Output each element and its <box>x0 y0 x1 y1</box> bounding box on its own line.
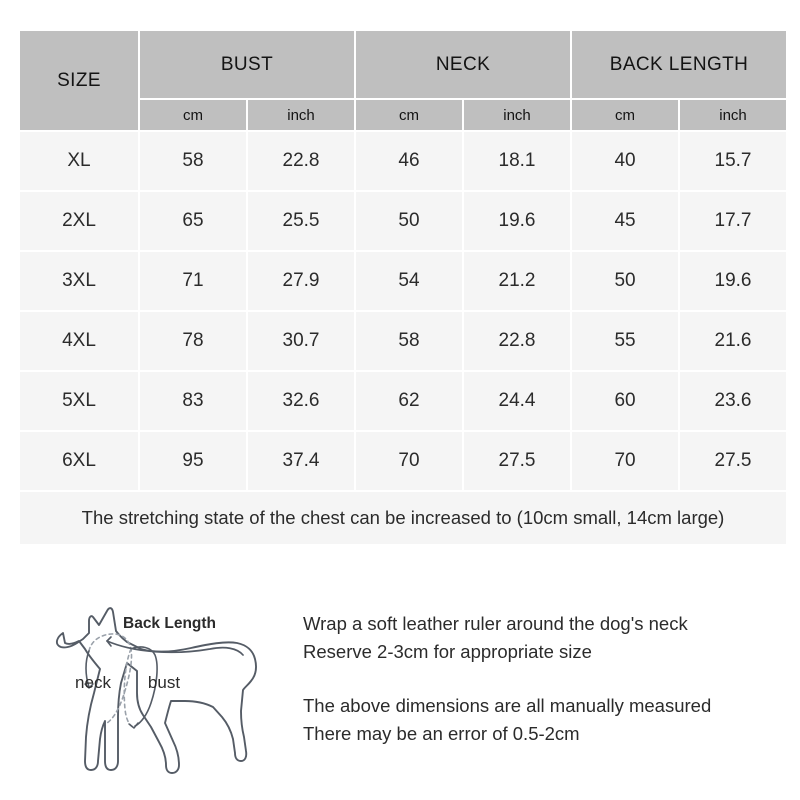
cell-bust-cm: 83 <box>140 372 246 430</box>
instructions-panel: Wrap a soft leather ruler around the dog… <box>303 610 773 774</box>
instruction-line: Wrap a soft leather ruler around the dog… <box>303 613 688 634</box>
header-group-neck: NECK <box>356 31 571 98</box>
instruction-line: Reserve 2-3cm for appropriate size <box>303 641 592 663</box>
header-unit-back-inch: inch <box>680 100 787 130</box>
dog-measurement-diagram: Back Length neck bust <box>45 593 295 788</box>
table-header-unit-row: cm inch cm inch cm inch <box>20 100 787 130</box>
header-size: SIZE <box>20 31 138 130</box>
cell-back-inch: 27.5 <box>680 432 787 490</box>
instruction-block-measuring: Wrap a soft leather ruler around the dog… <box>303 610 773 666</box>
cell-bust-cm: 58 <box>140 132 246 190</box>
cell-back-cm: 70 <box>572 432 679 490</box>
measurement-guide-section: Back Length neck bust Wrap a soft leathe… <box>0 585 800 800</box>
cell-back-cm: 55 <box>572 312 679 370</box>
cell-neck-inch: 18.1 <box>464 132 571 190</box>
table-row: 6XL 95 37.4 70 27.5 70 27.5 <box>20 432 787 490</box>
cell-back-inch: 23.6 <box>680 372 787 430</box>
cell-bust-inch: 32.6 <box>248 372 354 430</box>
cell-bust-inch: 37.4 <box>248 432 354 490</box>
cell-bust-cm: 95 <box>140 432 246 490</box>
table-row: 5XL 83 32.6 62 24.4 60 23.6 <box>20 372 787 430</box>
cell-neck-cm: 58 <box>356 312 462 370</box>
cell-back-inch: 15.7 <box>680 132 787 190</box>
cell-neck-cm: 46 <box>356 132 462 190</box>
cell-back-cm: 45 <box>572 192 679 250</box>
cell-bust-inch: 22.8 <box>248 132 354 190</box>
cell-size: XL <box>20 132 138 190</box>
table-header-group-row: SIZE BUST NECK BACK LENGTH <box>20 31 787 130</box>
header-unit-neck-inch: inch <box>464 100 571 130</box>
table-footnote-row: The stretching state of the chest can be… <box>20 492 787 544</box>
cell-neck-cm: 62 <box>356 372 462 430</box>
cell-bust-inch: 27.9 <box>248 252 354 310</box>
cell-back-inch: 17.7 <box>680 192 787 250</box>
instruction-line: The above dimensions are all manually me… <box>303 695 712 717</box>
cell-neck-inch: 24.4 <box>464 372 571 430</box>
cell-neck-inch: 22.8 <box>464 312 571 370</box>
size-chart-table: SIZE BUST NECK BACK LENGTH cm inch cm in… <box>18 29 788 546</box>
instruction-line: There may be an error of 0.5-2cm <box>303 723 580 745</box>
cell-neck-cm: 70 <box>356 432 462 490</box>
cell-back-cm: 40 <box>572 132 679 190</box>
header-unit-bust-inch: inch <box>248 100 354 130</box>
footnote-text: The stretching state of the chest can be… <box>20 492 787 544</box>
header-group-bust: BUST <box>140 31 354 98</box>
dog-outline-icon: Back Length neck bust <box>55 607 257 774</box>
header-unit-bust-cm: cm <box>140 100 246 130</box>
cell-size: 6XL <box>20 432 138 490</box>
diagram-label-bust: bust <box>148 673 180 692</box>
header-unit-back-cm: cm <box>572 100 679 130</box>
cell-neck-cm: 54 <box>356 252 462 310</box>
cell-neck-cm: 50 <box>356 192 462 250</box>
cell-size: 3XL <box>20 252 138 310</box>
cell-bust-cm: 71 <box>140 252 246 310</box>
cell-size: 5XL <box>20 372 138 430</box>
table-row: 4XL 78 30.7 58 22.8 55 21.6 <box>20 312 787 370</box>
table-row: XL 58 22.8 46 18.1 40 15.7 <box>20 132 787 190</box>
cell-back-cm: 60 <box>572 372 679 430</box>
header-unit-neck-cm: cm <box>356 100 462 130</box>
diagram-label-neck: neck <box>75 673 111 692</box>
cell-size: 2XL <box>20 192 138 250</box>
table-row: 3XL 71 27.9 54 21.2 50 19.6 <box>20 252 787 310</box>
diagram-label-back-length: Back Length <box>123 615 216 632</box>
cell-bust-cm: 65 <box>140 192 246 250</box>
cell-neck-inch: 19.6 <box>464 192 571 250</box>
instruction-block-disclaimer: The above dimensions are all manually me… <box>303 692 773 748</box>
table-row: 2XL 65 25.5 50 19.6 45 17.7 <box>20 192 787 250</box>
cell-neck-inch: 21.2 <box>464 252 571 310</box>
header-group-back-length: BACK LENGTH <box>572 31 787 98</box>
cell-size: 4XL <box>20 312 138 370</box>
cell-bust-inch: 30.7 <box>248 312 354 370</box>
cell-back-inch: 19.6 <box>680 252 787 310</box>
cell-neck-inch: 27.5 <box>464 432 571 490</box>
cell-bust-cm: 78 <box>140 312 246 370</box>
cell-back-inch: 21.6 <box>680 312 787 370</box>
cell-bust-inch: 25.5 <box>248 192 354 250</box>
cell-back-cm: 50 <box>572 252 679 310</box>
